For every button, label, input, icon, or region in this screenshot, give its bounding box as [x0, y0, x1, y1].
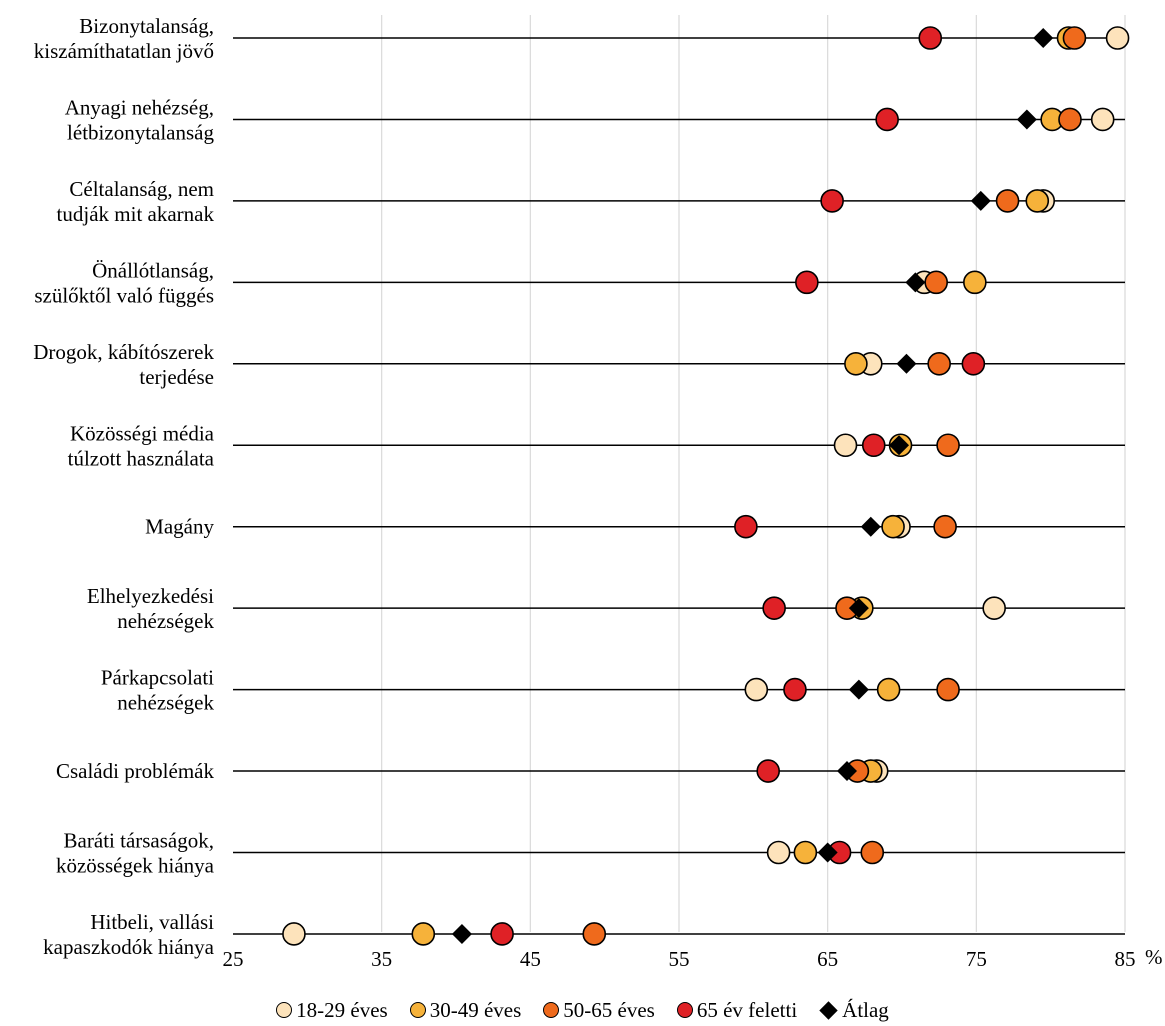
- point-average: [905, 272, 926, 293]
- point-average: [836, 761, 857, 782]
- point-series-2: [860, 840, 885, 865]
- legend-circle-icon: [543, 1002, 560, 1018]
- point-average: [970, 190, 991, 211]
- point-series-0: [982, 596, 1006, 620]
- point-series-2: [995, 189, 1020, 213]
- category-label: Hitbeli, vallási: [90, 910, 214, 934]
- point-series-1: [963, 270, 987, 295]
- category-label: nehézségek: [117, 609, 214, 633]
- category-label: szülőktől való függés: [34, 283, 214, 307]
- point-average: [1016, 109, 1037, 130]
- legend-circle-icon: [676, 1002, 693, 1018]
- category-label: Családi problémák: [56, 759, 215, 783]
- x-tick-label: 25: [223, 947, 244, 971]
- legend-item: 65 év feletti: [676, 997, 798, 1023]
- category-label: kiszámíthatatlan jövő: [34, 39, 214, 63]
- category-label: Bizonytalanság,: [79, 14, 214, 38]
- legend-circle-icon: [409, 1002, 426, 1018]
- point-series-3: [490, 922, 514, 946]
- point-series-1: [881, 514, 905, 539]
- legend-circle-icon: [276, 1002, 293, 1018]
- category-label: Elhelyezkedési: [87, 584, 214, 608]
- point-series-1: [844, 351, 868, 376]
- category-label: Drogok, kábítószerek: [33, 340, 214, 364]
- point-series-3: [875, 107, 899, 132]
- x-tick-label: 45: [520, 947, 541, 971]
- point-series-3: [762, 596, 786, 620]
- point-series-3: [734, 514, 758, 539]
- point-average: [817, 842, 838, 863]
- x-tick-label: 65: [817, 947, 838, 971]
- point-average: [860, 516, 881, 537]
- category-label: kapaszkodók hiánya: [43, 935, 215, 959]
- point-series-3: [756, 759, 781, 783]
- point-series-0: [1105, 26, 1130, 50]
- point-average: [848, 679, 869, 700]
- point-series-2: [927, 351, 951, 376]
- point-average: [451, 923, 472, 944]
- point-average: [1033, 28, 1054, 48]
- point-series-2: [924, 270, 948, 295]
- point-series-2: [933, 514, 957, 539]
- category-label: Baráti társaságok,: [64, 829, 214, 853]
- point-average: [896, 353, 917, 374]
- legend-label: 65 év feletti: [696, 997, 798, 1022]
- point-series-2: [582, 922, 607, 946]
- point-series-1: [793, 840, 818, 865]
- legend-item: Átlag: [819, 998, 889, 1023]
- x-tick-label: 75: [966, 947, 987, 971]
- category-label: Magány: [145, 515, 214, 539]
- legend: 18-29 éves 30-49 éves 50-65 éves 65 év fele…: [0, 998, 1165, 1022]
- point-average: [889, 435, 910, 456]
- category-label: Párkapcsolati: [101, 666, 214, 690]
- point-series-3: [820, 189, 844, 213]
- point-series-1: [876, 677, 901, 702]
- legend-label: 50-65 éves: [563, 997, 655, 1022]
- point-series-2: [1058, 107, 1082, 132]
- legend-label: Átlag: [842, 997, 889, 1022]
- legend-label: 18-29 éves: [296, 997, 388, 1022]
- point-series-1: [1025, 189, 1050, 213]
- legend-item: 30-49 éves: [409, 997, 522, 1023]
- point-series-2: [1062, 26, 1087, 50]
- category-label: közösségek hiánya: [56, 854, 215, 878]
- category-label: tudják mit akarnak: [57, 202, 215, 226]
- x-tick-label: 55: [669, 947, 690, 971]
- legend-item: 18-29 éves: [276, 998, 388, 1023]
- point-series-2: [936, 677, 960, 702]
- point-series-1: [411, 922, 436, 946]
- point-series-0: [766, 840, 791, 865]
- point-series-0: [833, 433, 858, 458]
- category-label: terjedése: [139, 365, 214, 389]
- category-label: Anyagi nehézség,: [65, 95, 214, 119]
- category-label: Közösségi média: [70, 421, 215, 445]
- legend-diamond-icon: [819, 1000, 838, 1020]
- category-label: létbizonytalanság: [67, 120, 214, 144]
- point-series-3: [783, 677, 807, 702]
- category-label: Céltalanság, nem: [69, 177, 214, 201]
- category-label: nehézségek: [117, 691, 214, 715]
- point-series-0: [1090, 107, 1115, 132]
- point-average: [848, 598, 869, 619]
- point-series-3: [861, 433, 886, 458]
- point-series-3: [961, 351, 986, 376]
- category-label: túlzott használata: [68, 446, 215, 470]
- x-tick-label: 35: [371, 947, 392, 971]
- point-series-3: [918, 26, 943, 50]
- legend-label: 30-49 éves: [429, 997, 522, 1022]
- point-series-0: [282, 922, 306, 946]
- legend-item: 50-65 éves: [543, 998, 655, 1023]
- category-label: Önállótlanság,: [92, 258, 214, 282]
- x-tick-label: 85: [1115, 947, 1136, 971]
- point-series-2: [936, 433, 960, 458]
- x-unit-label: %: [1145, 945, 1163, 969]
- point-series-0: [744, 677, 769, 702]
- point-series-3: [795, 270, 819, 295]
